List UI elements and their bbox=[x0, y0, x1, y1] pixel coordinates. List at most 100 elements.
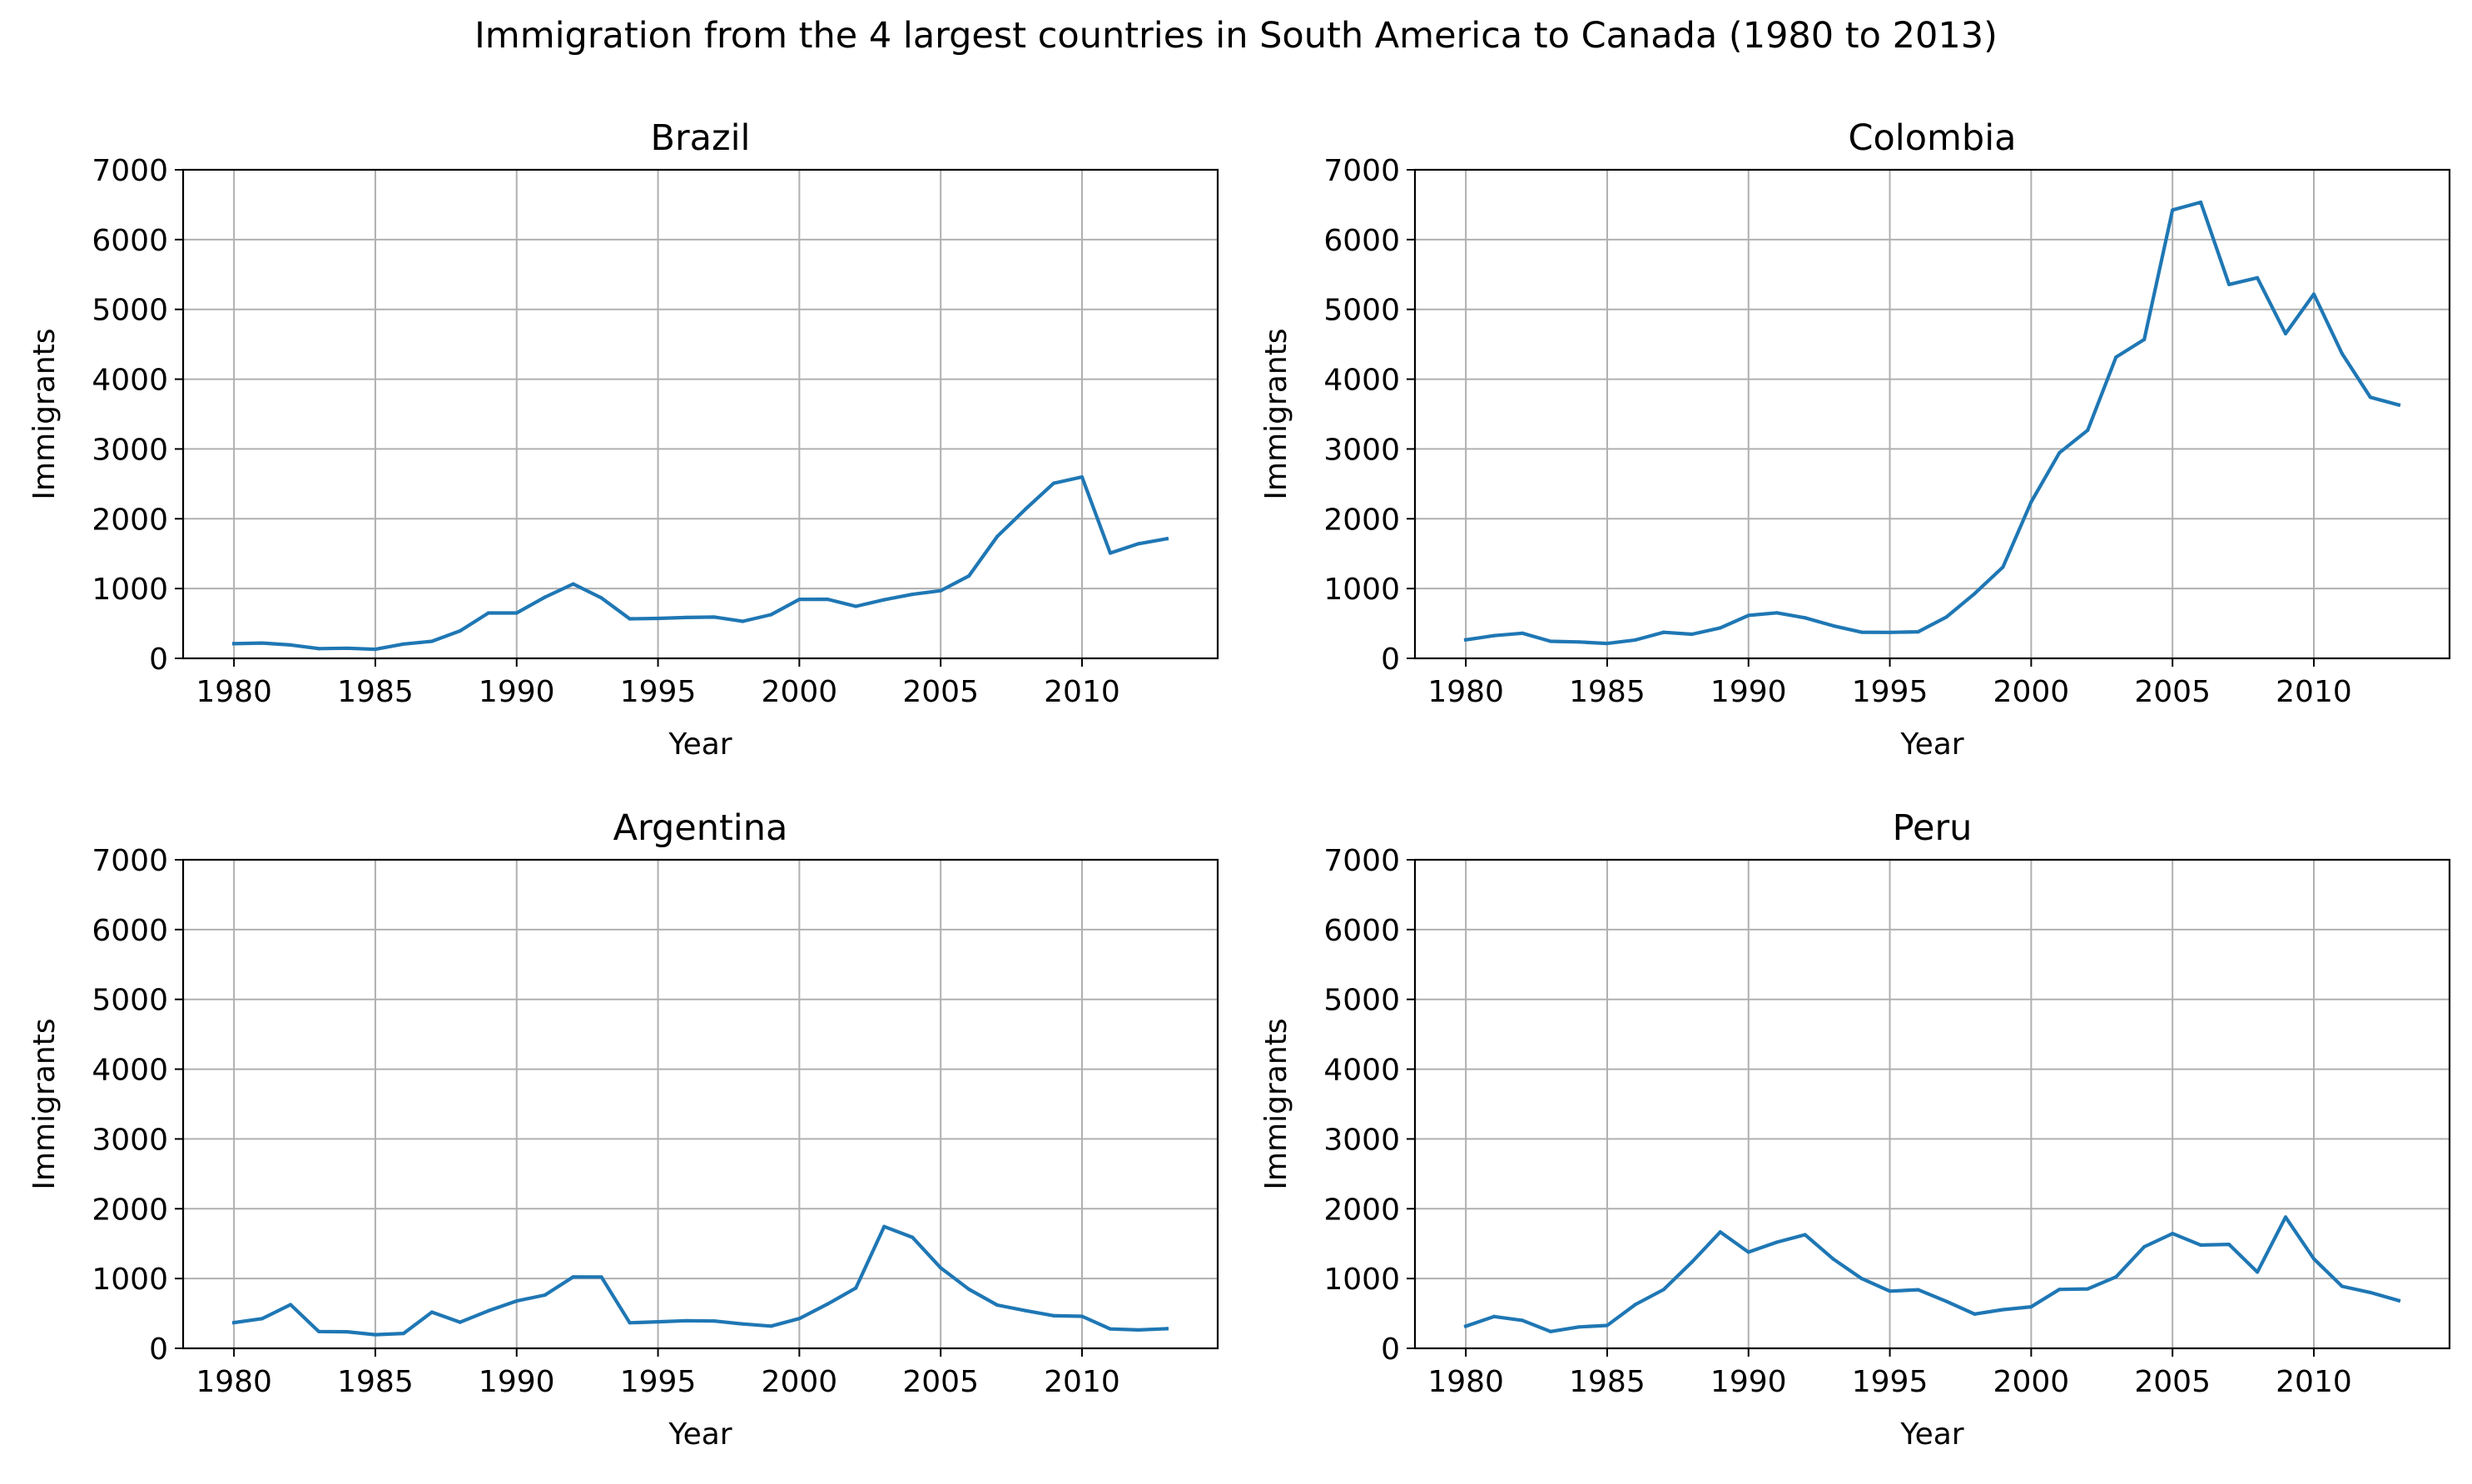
y-tick-label: 6000 bbox=[1323, 914, 1400, 948]
x-axis-label: Year bbox=[668, 1417, 732, 1452]
x-tick-label: 1995 bbox=[620, 675, 697, 709]
data-point bbox=[1718, 1230, 1722, 1234]
series-line bbox=[1463, 200, 2401, 646]
data-point bbox=[1690, 632, 1694, 637]
data-point bbox=[2199, 200, 2203, 205]
subplot-peru: 1980 1985 1990 1995 2000 2005 2010 0 1000 2000 300… bbox=[1259, 807, 2451, 1452]
data-point bbox=[2142, 337, 2147, 342]
x-tick-label: 1980 bbox=[1427, 675, 1504, 709]
x-tick-label: 2010 bbox=[1044, 675, 1120, 709]
data-point bbox=[939, 588, 943, 593]
data-point bbox=[543, 1293, 547, 1298]
y-tick-label: 5000 bbox=[92, 984, 168, 1018]
y-tick-label: 3000 bbox=[1323, 433, 1400, 467]
data-point bbox=[232, 1321, 236, 1325]
series-line bbox=[231, 474, 1169, 652]
y-tick-label: 4000 bbox=[1323, 1054, 1400, 1088]
y-tick-label: 1000 bbox=[92, 1263, 168, 1297]
data-point bbox=[2029, 499, 2033, 504]
subplot-title: Peru bbox=[1893, 807, 1973, 849]
y-tick-label: 4000 bbox=[92, 364, 168, 398]
data-point bbox=[571, 1275, 575, 1279]
data-point bbox=[1973, 592, 1977, 596]
data-point bbox=[1520, 631, 1525, 635]
data-point bbox=[1108, 551, 1113, 555]
data-point bbox=[1859, 1277, 1864, 1281]
data-point bbox=[1746, 1250, 1750, 1254]
data-point bbox=[1859, 630, 1864, 634]
data-point bbox=[1464, 638, 1468, 642]
axes-frame bbox=[181, 168, 1219, 660]
data-point bbox=[911, 1235, 915, 1239]
data-point bbox=[1746, 613, 1750, 618]
x-tick-label: 1985 bbox=[1569, 1365, 1646, 1399]
data-point bbox=[543, 595, 547, 599]
y-axis-label: Immigrants bbox=[27, 328, 62, 499]
data-point bbox=[628, 1321, 632, 1325]
data-point bbox=[571, 582, 575, 586]
data-point bbox=[1605, 1323, 1610, 1328]
y-tick-label: 5000 bbox=[1323, 984, 1400, 1018]
data-point bbox=[2142, 1244, 2147, 1249]
x-tick-label: 1990 bbox=[479, 1365, 555, 1399]
data-point bbox=[1775, 611, 1779, 615]
y-axis-label: Immigrants bbox=[1259, 1018, 1293, 1189]
data-point bbox=[373, 647, 378, 652]
data-point bbox=[2368, 1290, 2373, 1295]
data-point bbox=[882, 1224, 886, 1228]
data-point bbox=[741, 1322, 745, 1326]
data-point bbox=[316, 1329, 321, 1333]
y-tick-label: 0 bbox=[149, 643, 168, 677]
data-point bbox=[1633, 1303, 1638, 1307]
x-tick-label: 1995 bbox=[1852, 675, 1928, 709]
data-point bbox=[288, 1303, 293, 1307]
series-line bbox=[1463, 1215, 2401, 1333]
y-tick-label: 0 bbox=[1381, 643, 1400, 677]
data-point bbox=[712, 1319, 717, 1323]
data-point bbox=[741, 619, 745, 623]
data-point bbox=[2001, 565, 2005, 569]
axes-frame bbox=[1413, 168, 2451, 660]
x-tick-label: 2000 bbox=[1993, 675, 2070, 709]
data-point bbox=[2001, 1308, 2005, 1312]
data-point bbox=[2058, 450, 2062, 455]
data-point bbox=[1576, 640, 1581, 644]
x-axis-label: Year bbox=[668, 727, 732, 762]
x-tick-label: 1990 bbox=[479, 675, 555, 709]
data-point bbox=[429, 639, 434, 643]
x-tick-label: 2005 bbox=[2134, 1365, 2211, 1399]
data-point bbox=[1520, 1318, 1525, 1323]
data-point bbox=[2283, 1215, 2288, 1219]
data-point bbox=[1164, 1327, 1169, 1331]
data-point bbox=[1548, 1329, 1553, 1333]
y-tick-label: 6000 bbox=[1323, 224, 1400, 258]
data-point bbox=[2368, 395, 2373, 400]
x-tick-label: 2010 bbox=[1044, 1365, 1120, 1399]
x-tick-label: 1980 bbox=[1427, 1365, 1504, 1399]
y-tick-label: 3000 bbox=[92, 1123, 168, 1157]
data-point bbox=[2396, 1298, 2400, 1303]
data-point bbox=[769, 613, 773, 617]
data-point bbox=[458, 1320, 462, 1324]
data-point bbox=[345, 646, 350, 650]
data-point bbox=[882, 598, 886, 602]
data-point bbox=[712, 615, 717, 619]
y-axis-label: Immigrants bbox=[1259, 328, 1293, 499]
data-point bbox=[1548, 639, 1553, 643]
data-point bbox=[288, 643, 293, 647]
data-point bbox=[1661, 1288, 1665, 1292]
x-tick-label: 1990 bbox=[1710, 1365, 1787, 1399]
subplot-colombia: 1980 1985 1990 1995 2000 2005 2010 0 1000 2000 300… bbox=[1259, 117, 2451, 762]
data-point bbox=[684, 1318, 688, 1323]
axes-frame bbox=[181, 858, 1219, 1350]
data-point bbox=[1803, 1233, 1807, 1237]
y-tick-label: 7000 bbox=[1323, 844, 1400, 878]
data-point bbox=[1661, 630, 1665, 634]
data-point bbox=[2340, 351, 2345, 355]
data-point bbox=[854, 604, 858, 608]
y-axis-label: Immigrants bbox=[27, 1018, 62, 1189]
data-point bbox=[2340, 1284, 2345, 1288]
data-point bbox=[486, 611, 490, 615]
x-tick-label: 2000 bbox=[762, 1365, 838, 1399]
x-tick-label: 2010 bbox=[2276, 675, 2352, 709]
